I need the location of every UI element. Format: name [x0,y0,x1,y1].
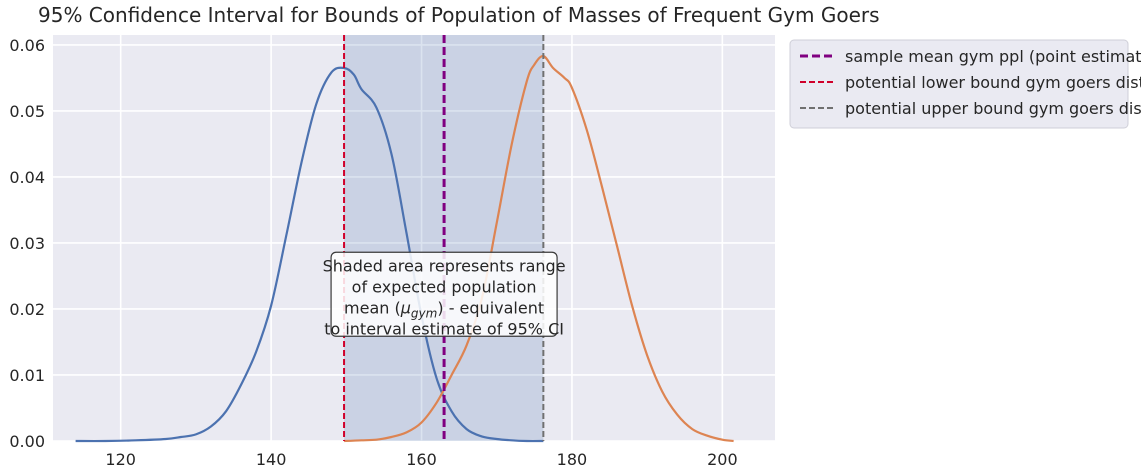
x-tick-label: 120 [105,450,136,469]
y-tick-label: 0.03 [9,234,45,253]
vertical-lines [343,35,545,441]
legend-label: potential upper bound gym goers distr. [845,99,1141,118]
annotation-box: Shaded area represents range of expected… [323,251,566,338]
annotation-mu: μ [400,298,411,317]
plot-area [53,35,775,443]
annotation-line-2: of expected population [352,277,537,296]
annotation-line-3: mean (μgym) - equivalent [344,298,544,320]
annotation-frame [330,251,558,337]
legend-frame [789,39,1129,129]
chart-title: 95% Confidence Interval for Bounds of Po… [38,3,880,27]
y-tick-label: 0.02 [9,300,45,319]
density-curve-1 [75,66,544,443]
x-axis-ticks: 120 140 160 180 200 [105,450,737,469]
x-tick-label: 200 [707,450,738,469]
legend-label: sample mean gym ppl (point estimate) [845,47,1141,66]
y-tick-label: 0.05 [9,102,45,121]
annotation-mu-subscript: gym [411,306,437,320]
y-tick-label: 0.06 [9,36,45,55]
annotation-line-1: Shaded area represents range [323,256,566,275]
annotation-mean-suffix: ) [437,298,443,317]
annotation-line-4: to interval estimate of 95% CI [324,319,564,338]
legend: sample mean gym ppl (point estimate) pote… [789,39,1141,129]
annotation-equivalent: - equivalent [449,298,544,317]
annotation-mean-prefix: mean ( [344,298,401,317]
legend-label: potential lower bound gym goers distr. [845,73,1141,92]
x-tick-label: 160 [406,450,437,469]
y-tick-label: 0.01 [9,366,45,385]
x-tick-label: 140 [256,450,287,469]
y-tick-label: 0.00 [9,432,45,451]
x-tick-label: 180 [557,450,588,469]
y-axis-ticks: 0.00 0.01 0.02 0.03 0.04 0.05 0.06 [9,36,45,451]
y-tick-label: 0.04 [9,168,45,187]
